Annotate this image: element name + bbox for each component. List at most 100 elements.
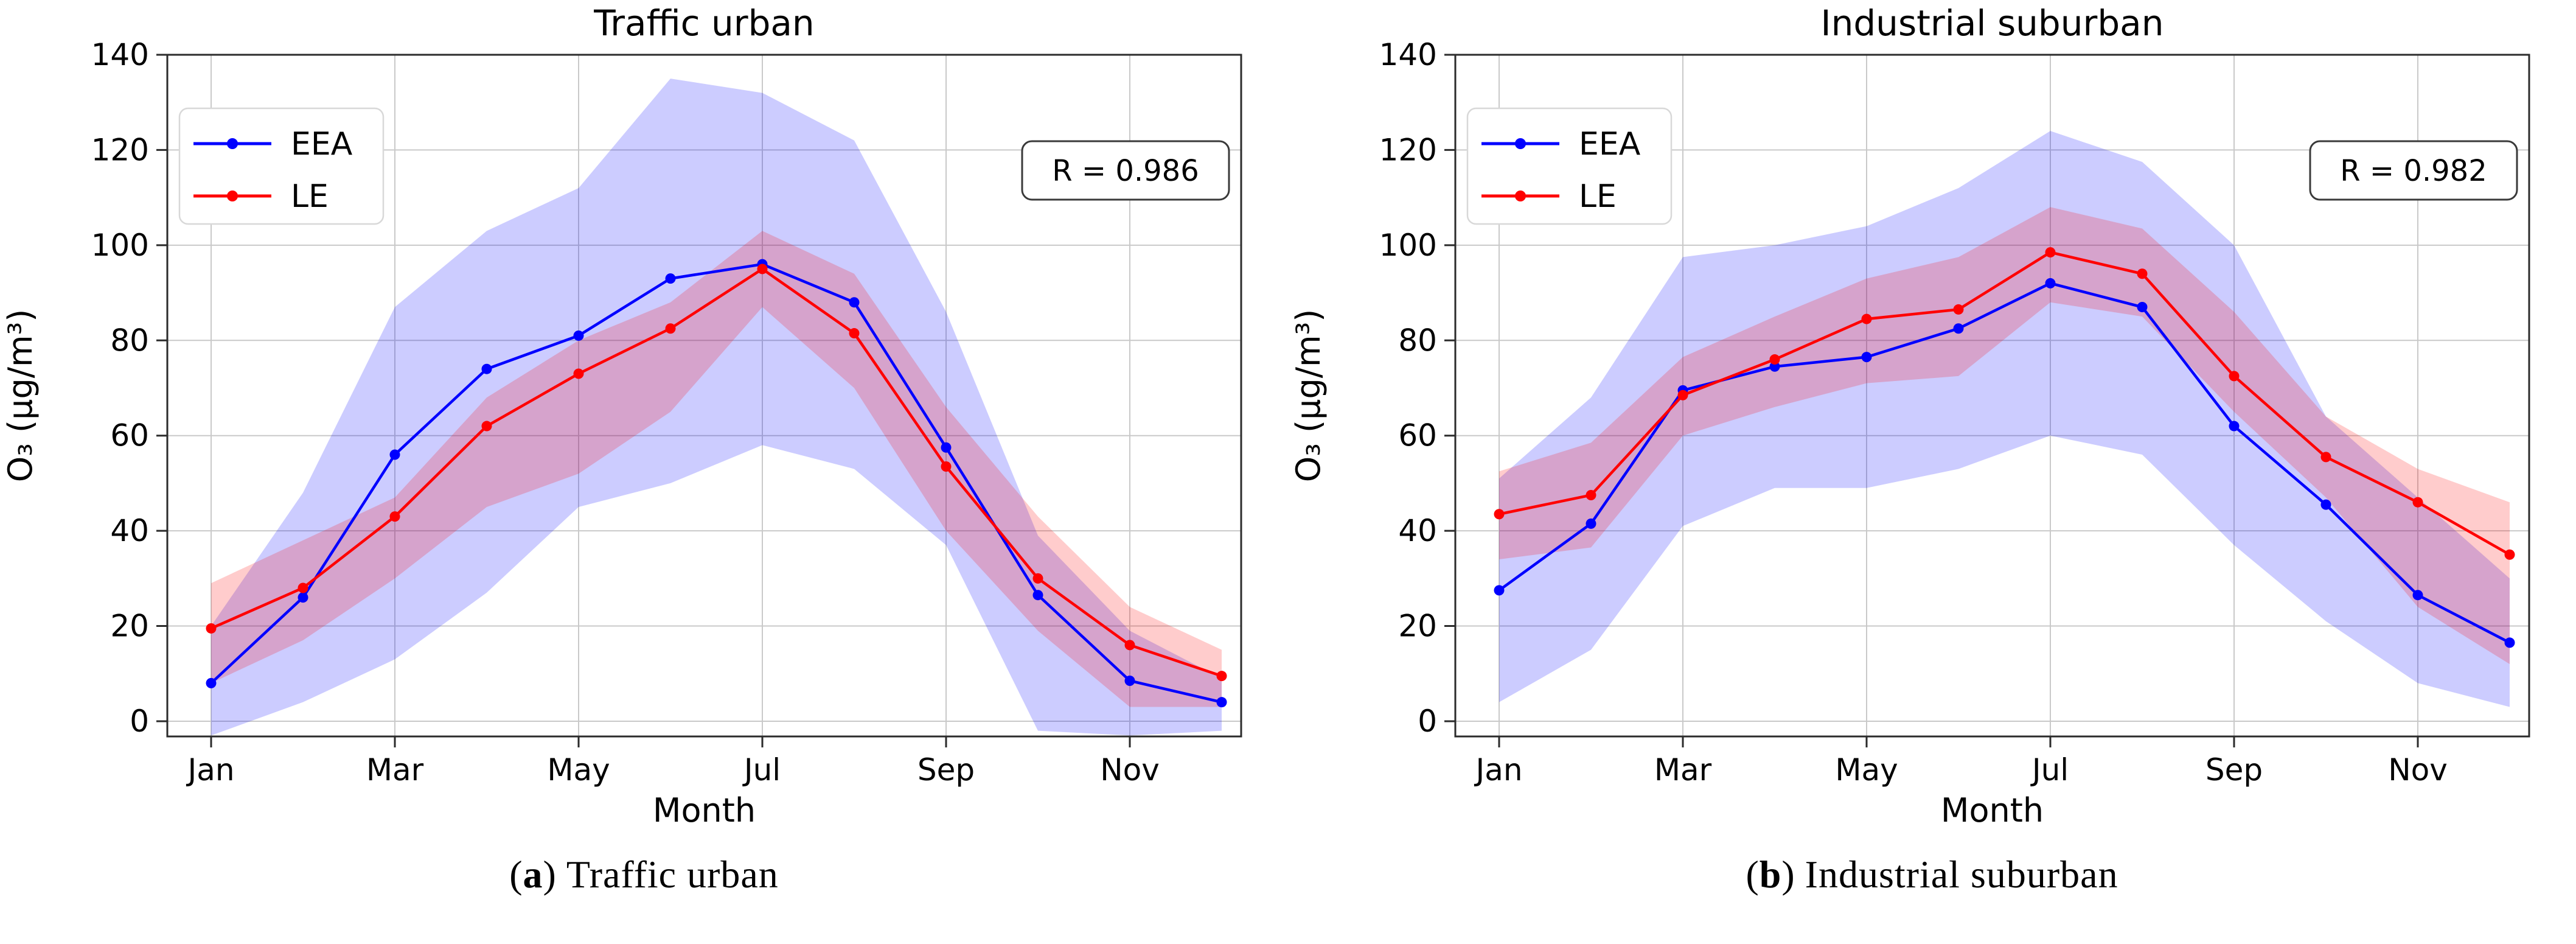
x-tick-label: Nov [2388,752,2448,788]
legend-marker [1515,191,1526,201]
y-axis-label: O₃ (µg/m³) [1,309,40,483]
eea-point [2229,421,2240,432]
legend-label: LE [1579,178,1617,215]
caption-text: Traffic urban [566,853,779,896]
legend-marker [227,138,238,149]
eea-point [665,273,676,284]
caption-text: Industrial suburban [1805,853,2118,896]
y-tick-label: 20 [1398,609,1437,644]
chart-title: Industrial suburban [1821,2,2164,44]
y-tick-label: 120 [1379,132,1437,167]
eea-point [389,449,400,460]
legend: EEA LE [178,107,385,225]
eea-point [481,363,492,374]
x-tick-label: Sep [917,752,975,788]
le-point [1861,313,1872,324]
eea-point [849,297,860,308]
y-tick-label: 0 [130,704,149,739]
le-uncertainty-band [211,231,1222,707]
le-uncertainty-band [1499,207,2510,665]
le-line [1499,251,2511,556]
le-point [665,323,676,334]
y-tick-label: 0 [1418,704,1437,739]
eea-point [1586,518,1596,529]
r-box-frame [1021,140,1230,201]
le-point [849,328,860,339]
correlation-box: R = 0.986 [1021,140,1230,201]
le-point [1494,509,1505,520]
le-point [389,511,400,522]
r-value-label: R = 0.986 [1052,154,1199,188]
eea-uncertainty-band [211,79,1222,736]
le-point [573,368,584,379]
caption-letter: b [1759,853,1782,896]
x-axis-label: Month [653,791,756,830]
x-tick-label: Jul [2030,752,2069,788]
caption-paren-open: ( [1746,853,1760,896]
eea-point [1953,323,1964,334]
le-point [1677,390,1688,400]
legend-marker [227,191,238,201]
traffic-urban-chart: 0 20 40 60 80 100 120 140 Jan Mar May Jul Sep Nov Traf… [0,0,1288,846]
legend-label: LE [291,178,329,215]
chart-title: Traffic urban [593,2,814,44]
legend-marker [1515,138,1526,149]
le-point [2320,452,2331,463]
r-value-label: R = 0.982 [2340,154,2487,188]
y-tick-label: 100 [91,228,149,263]
eea-uncertainty-band [1499,131,2510,707]
traffic-urban-panel: 0 20 40 60 80 100 120 140 Jan Mar May Jul Sep Nov Traf… [0,0,1288,897]
le-line [211,267,1222,677]
le-point [1216,671,1227,682]
le-point [2137,268,2148,279]
eea-point [573,330,584,341]
x-tick-label: Sep [2205,752,2263,788]
subfigure-caption-a: (a) Traffic urban [0,852,1288,897]
legend-box [1466,107,1673,225]
le-point [2412,497,2423,508]
eea-point [1861,352,1872,363]
le-point [1953,304,1964,315]
x-tick-label: Nov [1100,752,1160,788]
le-point [298,582,308,593]
subfigure-caption-b: (b) Industrial suburban [1288,852,2576,897]
le-point [481,421,492,432]
x-tick-label: Jan [186,752,234,788]
eea-line [210,262,1222,704]
caption-paren-open: ( [509,853,523,896]
legend-label: EEA [291,126,353,163]
eea-point [941,442,952,453]
le-point [2229,371,2240,382]
caption-letter: a [523,853,543,896]
eea-point [2320,499,2331,510]
eea-point [2504,637,2515,648]
axes-spines [166,54,1242,738]
y-tick-label: 40 [1398,513,1437,548]
y-tick-label: 80 [110,323,149,358]
eea-point [1216,697,1227,708]
le-point [1032,573,1043,584]
y-tick-label: 140 [91,37,149,72]
x-axis-label: Month [1941,791,2044,830]
y-axis-label: O₃ (µg/m³) [1289,309,1328,483]
le-point [206,623,217,634]
y-tick-label: 120 [91,132,149,167]
y-tick-label: 40 [110,513,149,548]
eea-point [1124,675,1135,686]
industrial-suburban-panel: 0 20 40 60 80 100 120 140 Jan Mar May Jul Sep Nov Indu… [1288,0,2576,897]
caption-paren-close: ) [543,853,557,896]
caption-paren-close: ) [1781,853,1795,896]
correlation-box: R = 0.982 [2309,140,2518,201]
y-tick-label: 20 [110,609,149,644]
y-tick-label: 140 [1379,37,1437,72]
y-tick-label: 60 [1398,418,1437,453]
le-point [1769,354,1780,365]
legend-box [178,107,385,225]
x-tick-label: Mar [1654,752,1712,788]
eea-point [298,592,308,603]
le-point [757,264,768,274]
le-point [941,461,952,472]
axes-spines [1454,54,2530,738]
x-tick-label: Jan [1474,752,1522,788]
le-point [2504,549,2515,560]
